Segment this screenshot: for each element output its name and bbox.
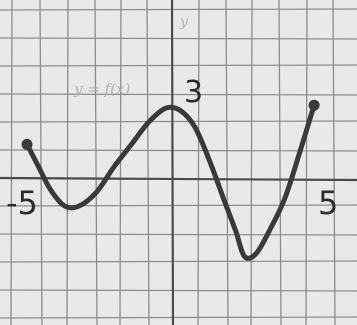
grid-line-vertical xyxy=(250,0,253,325)
grid-line-vertical xyxy=(66,0,69,325)
grid-line-vertical xyxy=(225,0,229,325)
grid-line-vertical xyxy=(305,0,308,325)
function-curve xyxy=(24,102,317,261)
grid-line-vertical xyxy=(94,0,98,325)
grid-line-vertical xyxy=(332,0,336,325)
endpoints xyxy=(21,99,320,150)
grid-line-vertical xyxy=(146,0,150,325)
left-endpoint xyxy=(21,138,33,150)
grid-line-vertical xyxy=(197,0,200,325)
grid-line-horizontal xyxy=(0,316,357,319)
grid-line-horizontal xyxy=(0,93,357,96)
grid-line-vertical xyxy=(39,0,43,325)
grid-line-vertical xyxy=(119,0,122,325)
grid-line-horizontal xyxy=(0,289,357,292)
labels: y = f(x) y -5 5 3 xyxy=(6,14,338,222)
grid-line-vertical xyxy=(10,0,13,325)
grid-line-horizontal xyxy=(0,120,357,123)
x-tick-label-max: 5 xyxy=(318,184,338,222)
x-axis xyxy=(0,176,357,182)
grid-line-horizontal xyxy=(0,37,357,40)
right-endpoint xyxy=(308,99,320,111)
grid-line-horizontal xyxy=(0,149,357,152)
curve-layer xyxy=(24,102,317,261)
grid-line-vertical xyxy=(278,0,282,325)
y-axis xyxy=(170,0,175,325)
grid-line-horizontal xyxy=(0,64,357,67)
grid-line-horizontal xyxy=(0,8,357,11)
grid-line-horizontal xyxy=(0,233,357,236)
function-label: y = f(x) xyxy=(73,80,130,98)
grid-line-horizontal xyxy=(0,260,357,263)
y-axis-label: y xyxy=(179,14,189,30)
y-tick-label-max: 3 xyxy=(184,75,203,110)
grid-line-horizontal xyxy=(0,204,357,207)
x-tick-label-min: -5 xyxy=(6,184,38,222)
